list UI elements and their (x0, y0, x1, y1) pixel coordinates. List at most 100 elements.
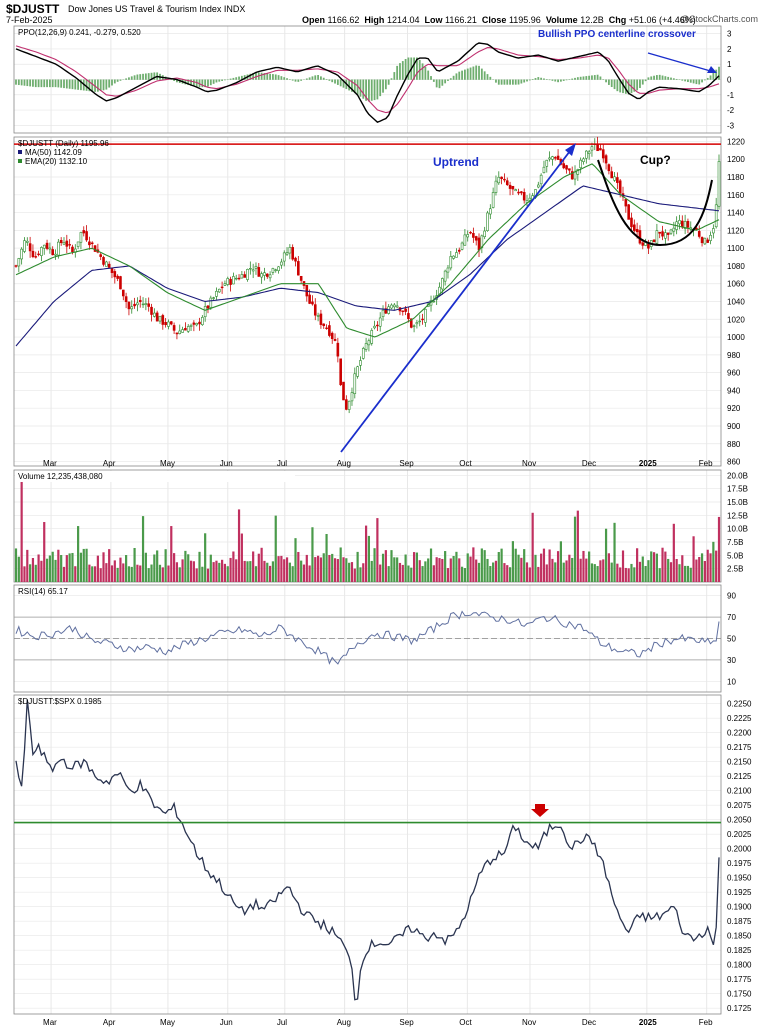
price-candle (240, 274, 244, 279)
price-candle (268, 274, 272, 279)
volume-bar (381, 553, 385, 582)
volume-bar (396, 557, 399, 582)
ppo-histogram-bar (441, 79, 444, 86)
volume-bar (692, 536, 695, 582)
volume-bar (540, 553, 543, 582)
ppo-histogram-bar (706, 77, 709, 80)
volume-bar (204, 533, 207, 582)
price-candle (107, 263, 111, 268)
volume-bar (60, 555, 63, 582)
volume-bar (483, 550, 486, 582)
price-candle (669, 229, 673, 234)
volume-bar (77, 526, 80, 582)
price-candle (421, 318, 424, 321)
watermark: @StockCharts.com (680, 14, 758, 24)
ppo-histogram-bar (709, 75, 712, 80)
volume-bar (20, 472, 23, 582)
price-candle (350, 392, 354, 402)
ppo-histogram-bar (57, 79, 60, 88)
volume-bar (71, 552, 74, 582)
ppo-histogram-bar (670, 77, 672, 80)
ppo-histogram-bar (68, 79, 71, 89)
ppo-histogram-bar (644, 79, 647, 82)
ppo-histogram-bar (184, 79, 187, 85)
ppo-histogram-bar (334, 79, 336, 84)
ppo-histogram-bar (348, 79, 351, 91)
volume-bar (274, 515, 277, 582)
volume-bar (110, 565, 114, 582)
ppo-histogram-bar (624, 79, 627, 94)
volume-bar (497, 552, 500, 582)
price-candle (277, 266, 280, 271)
volume-bar (404, 554, 407, 582)
ratio-y-tick: 0.2025 (727, 830, 752, 839)
price-y-tick: 1220 (727, 137, 745, 146)
ppo-histogram-bar (616, 79, 619, 92)
volume-bar (554, 562, 557, 582)
ppo-histogram-bar (531, 79, 534, 80)
volume-bar (647, 560, 650, 582)
volume-bar (432, 565, 435, 582)
price-candle (280, 261, 283, 266)
price-candle (712, 228, 715, 234)
price-candle (528, 197, 532, 201)
ratio-y-tick: 0.2075 (727, 801, 752, 810)
price-y-tick: 900 (727, 422, 741, 431)
ppo-histogram-bar (376, 79, 379, 100)
volume-bar (271, 561, 275, 582)
volume-bar (562, 562, 565, 582)
ppo-histogram-bar (404, 58, 407, 80)
price-candle (220, 286, 224, 289)
price-candle (686, 220, 690, 228)
ppo-histogram-bar (647, 77, 650, 80)
price-candle (57, 241, 60, 256)
price-candle (181, 329, 184, 333)
price-candle (573, 171, 577, 180)
x-tick-label: May (160, 459, 175, 468)
volume-bar (305, 554, 308, 582)
volume-bar (130, 566, 133, 582)
price-candle (325, 327, 328, 330)
volume-bar (29, 564, 32, 582)
price-candle (153, 312, 156, 317)
volume-bar (477, 562, 481, 582)
price-candle (217, 288, 221, 293)
ratio-legend: $DJUSTT:$SPX 0.1985 (18, 697, 102, 706)
price-candle (613, 176, 616, 181)
price-candle (313, 304, 317, 316)
price-candle (328, 325, 331, 336)
volume-bar (585, 558, 588, 582)
ppo-histogram-bar (562, 79, 565, 81)
ratio-y-tick: 0.2200 (727, 729, 752, 738)
ppo-histogram-bar (294, 79, 297, 82)
volume-bar (158, 564, 162, 582)
price-candle (246, 269, 249, 280)
volume-bar (229, 557, 232, 582)
price-candle (229, 278, 232, 285)
ppo-histogram-bar (517, 79, 520, 85)
ppo-histogram-bar (283, 77, 286, 80)
ppo-histogram-bar (308, 77, 311, 80)
price-candle (68, 244, 71, 246)
x-tick-label: Oct (459, 459, 472, 468)
volume-bar (88, 564, 91, 582)
price-candle (714, 204, 718, 228)
volume-bar (376, 518, 379, 582)
ppo-histogram-bar (483, 71, 486, 80)
ppo-histogram-bar (150, 72, 153, 80)
price-candle (624, 199, 628, 207)
price-candle (568, 168, 571, 171)
price-candle (25, 240, 29, 243)
symbol: $DJUSTT (6, 2, 60, 16)
ppo-histogram-bar (452, 75, 455, 80)
price-candle (175, 332, 179, 335)
ppo-histogram-bar (77, 79, 80, 90)
ppo-histogram-bar (26, 79, 29, 87)
price-candle (322, 323, 326, 327)
volume-bar (356, 551, 359, 582)
volume-bar (288, 562, 291, 582)
volume-bar (153, 554, 156, 582)
volume-bar (156, 550, 159, 582)
x-tick-label: Aug (337, 459, 351, 468)
x-tick-label-bottom: Sep (399, 1018, 414, 1027)
